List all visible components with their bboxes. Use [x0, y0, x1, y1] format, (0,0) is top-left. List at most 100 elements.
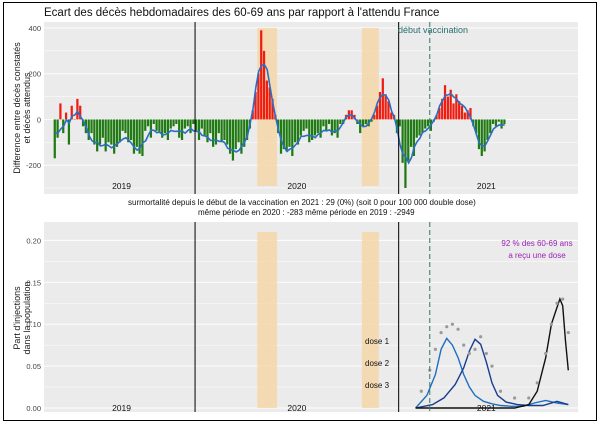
bar-week-89	[305, 119, 308, 129]
bar-week-75	[265, 80, 268, 120]
bar-week-84	[291, 119, 294, 156]
bar-week-44	[178, 119, 181, 138]
bottom-band-1	[361, 232, 379, 408]
bar-week-132	[426, 119, 430, 127]
top-year-2021: 2021	[477, 181, 496, 191]
bar-week-19	[107, 119, 110, 143]
weekly-point-3	[439, 330, 443, 335]
bar-week-50	[195, 119, 198, 131]
bottom-year-2019: 2019	[112, 403, 131, 413]
weekly-point-6	[456, 327, 460, 331]
top-year-2020: 2020	[287, 181, 306, 191]
top-ytick-1: 0	[37, 115, 41, 124]
bar-week-64	[234, 119, 237, 150]
top-panel-background	[44, 22, 578, 194]
bar-week-93	[316, 119, 319, 134]
bar-week-88	[302, 119, 305, 131]
series-dose-2	[415, 338, 569, 409]
weekly-point-19	[555, 301, 559, 305]
bar-week-7	[73, 119, 76, 120]
bar-week-90	[308, 119, 311, 143]
weekly-point-20	[561, 297, 565, 301]
bar-week-108	[359, 119, 362, 134]
bar-week-53	[203, 119, 206, 136]
bar-week-113	[373, 114, 376, 120]
top-ytick-3: 400	[28, 24, 41, 33]
weekly-point-11	[484, 351, 488, 356]
bar-week-70	[251, 110, 254, 120]
bar-week-130	[421, 119, 424, 134]
top-year-2019: 2019	[112, 181, 131, 191]
weekly-point-16	[535, 381, 539, 385]
bar-week-150	[477, 119, 481, 150]
bar-week-155	[491, 119, 495, 124]
chart-title: Ecart des décès hebdomadaires des 60-69 …	[44, 7, 439, 19]
bar-week-144	[460, 105, 464, 120]
top-y-ticks: -200 0 200 400	[26, 24, 41, 170]
bar-week-116	[381, 78, 384, 120]
bar-week-29	[135, 119, 138, 147]
bar-week-94	[319, 119, 322, 138]
bar-week-152	[483, 119, 486, 152]
bottom-series	[415, 297, 570, 409]
bar-week-100	[336, 119, 339, 138]
bar-week-109	[361, 119, 365, 127]
bar-week-27	[130, 119, 133, 140]
bar-week-17	[101, 119, 104, 138]
bar-week-48	[189, 119, 192, 134]
bar-week-43	[175, 119, 178, 124]
bar-week-95	[322, 119, 325, 127]
top-ytick-2: 200	[28, 70, 41, 79]
weekly-point-9	[473, 347, 477, 351]
excess-mortality-note: surmortalité depuis le début de la vacci…	[128, 198, 476, 207]
bar-week-68	[245, 119, 249, 140]
bar-week-85	[294, 119, 297, 143]
bottom-band-0	[257, 232, 278, 408]
bar-week-81	[282, 119, 285, 150]
weekly-point-7	[462, 343, 466, 347]
bar-week-34	[149, 119, 153, 138]
bar-week-61	[226, 119, 229, 145]
bar-week-47	[186, 119, 189, 127]
bar-week-41	[169, 119, 172, 129]
bar-week-10	[81, 119, 85, 127]
bar-week-122	[398, 119, 401, 127]
bar-week-25	[124, 119, 127, 134]
bar-week-30	[138, 119, 141, 154]
bar-week-36	[155, 119, 158, 131]
bar-week-58	[217, 119, 220, 134]
bar-week-46	[183, 119, 186, 129]
bar-week-73	[260, 30, 263, 120]
bar-week-112	[370, 119, 373, 122]
bar-week-22	[115, 119, 119, 147]
bar-week-137	[441, 98, 444, 120]
bar-week-98	[330, 119, 334, 136]
bar-week-6	[70, 105, 73, 120]
bar-week-55	[209, 119, 212, 134]
bar-week-28	[132, 119, 136, 154]
bar-week-87	[299, 119, 302, 136]
bar-week-15	[96, 119, 99, 152]
bar-week-37	[158, 119, 161, 134]
bar-week-63	[231, 119, 235, 161]
bar-week-59	[220, 119, 223, 143]
bar-week-67	[243, 119, 246, 147]
bar-week-54	[206, 119, 209, 143]
bottom-ytick-3: 0.15	[26, 278, 41, 287]
bar-week-60	[223, 119, 226, 140]
weekly-point-21	[566, 330, 570, 335]
bar-week-74	[262, 50, 266, 120]
bar-week-51	[197, 119, 201, 140]
bar-week-136	[438, 108, 441, 120]
bar-week-1	[56, 119, 59, 138]
bar-week-86	[296, 119, 300, 145]
bar-week-57	[214, 119, 218, 145]
weekly-point-15	[527, 396, 531, 400]
weekly-point-0	[419, 389, 423, 393]
bar-week-12	[87, 119, 90, 140]
bottom-year-dividers	[194, 222, 431, 412]
weekly-point-17	[544, 351, 548, 356]
bottom-ytick-1: 0.05	[26, 362, 41, 371]
bar-week-49	[192, 119, 195, 124]
bar-week-147	[469, 108, 472, 120]
